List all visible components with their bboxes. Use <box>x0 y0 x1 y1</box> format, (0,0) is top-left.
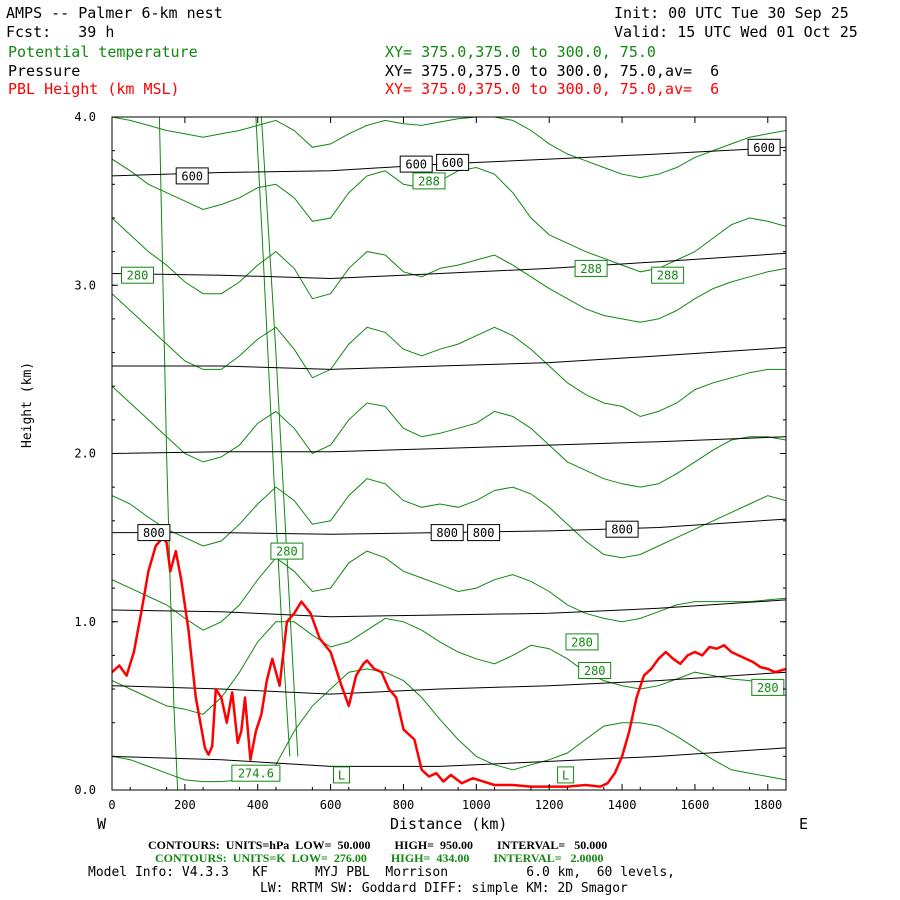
theta-isentrope-7 <box>112 158 786 273</box>
theta-label-3: 280 <box>121 266 154 284</box>
theta-label-10: L <box>557 766 575 784</box>
theta-label-6: 280 <box>578 662 612 679</box>
svg-text:280: 280 <box>584 664 606 678</box>
svg-text:288: 288 <box>580 262 602 276</box>
theta-label-5: 280 <box>565 633 599 651</box>
y-tick-label: 0.0 <box>74 783 96 797</box>
isobar-850 <box>112 599 786 618</box>
pressure-label-6: 800 <box>467 524 501 542</box>
x-tick-label: 200 <box>174 798 196 812</box>
svg-text:288: 288 <box>418 174 440 188</box>
x-tick-label: 400 <box>247 798 269 812</box>
theta-label-2: 288 <box>651 266 685 284</box>
svg-text:L: L <box>338 768 345 782</box>
pressure-label-3: 600 <box>747 138 781 156</box>
x-tick-label: 800 <box>393 798 415 812</box>
svg-text:280: 280 <box>127 269 149 283</box>
svg-text:274.6: 274.6 <box>238 767 274 781</box>
svg-text:600: 600 <box>442 156 464 170</box>
x-tick-label: 1400 <box>608 798 637 812</box>
legend-pbl-xy: XY= 375.0,375.0 to 300.0, 75.0,av= 6 <box>385 80 720 98</box>
theta-isentrope-8 <box>112 117 786 179</box>
pressure-label-4: 800 <box>137 524 171 542</box>
theta-isentrope-6 <box>112 217 786 323</box>
isobar-950 <box>112 747 786 767</box>
svg-text:280: 280 <box>276 545 298 559</box>
isobar-700 <box>112 347 786 370</box>
legend-pressure-xy: XY= 375.0,375.0 to 300.0, 75.0,av= 6 <box>385 62 720 80</box>
pressure-label-0: 600 <box>175 167 209 185</box>
isobar-750 <box>112 436 786 454</box>
svg-text:800: 800 <box>436 526 458 540</box>
svg-text:280: 280 <box>757 681 779 695</box>
theta-front-line-0 <box>260 117 299 757</box>
chart-title: AMPS -- Palmer 6-km nest <box>6 4 223 22</box>
svg-text:600: 600 <box>181 169 203 183</box>
svg-text:800: 800 <box>611 523 633 537</box>
theta-isentrope-0 <box>112 668 786 783</box>
theta-left-line-0 <box>158 117 179 790</box>
pressure-label-7: 800 <box>605 520 639 538</box>
forecast-hour: Fcst: 39 h <box>6 23 115 41</box>
theta-isentrope-4 <box>112 385 786 488</box>
theta-label-1: 288 <box>574 259 608 277</box>
legend-theta-name: Potential temperature <box>8 43 198 61</box>
svg-text:600: 600 <box>753 141 775 155</box>
theta-label-7: 280 <box>751 678 785 696</box>
theta-label-9: L <box>333 766 350 784</box>
svg-text:600: 600 <box>405 158 427 172</box>
east-label: E <box>799 815 809 833</box>
theta-isentrope-5 <box>112 293 786 418</box>
init-time: Init: 00 UTC Tue 30 Sep 25 <box>614 4 849 22</box>
y-tick-label: 1.0 <box>74 615 96 629</box>
footer-physics: LW: RRTM SW: Goddard DIFF: simple KM: 2D… <box>260 881 628 896</box>
isobar-900 <box>112 671 786 695</box>
theta-isentrope-3 <box>112 478 786 559</box>
y-tick-label: 3.0 <box>74 278 96 292</box>
theta-label-0: 288 <box>412 172 446 190</box>
pressure-label-1: 600 <box>399 155 433 173</box>
y-tick-label: 4.0 <box>74 110 96 124</box>
west-label: W <box>97 815 107 833</box>
svg-text:800: 800 <box>143 526 165 540</box>
x-tick-label: 1800 <box>753 798 782 812</box>
svg-text:800: 800 <box>473 526 495 540</box>
x-tick-label: 1000 <box>462 798 491 812</box>
x-tick-label: 1600 <box>680 798 709 812</box>
theta-isentrope-1 <box>112 617 786 715</box>
x-tick-label: 1200 <box>535 798 564 812</box>
theta-isentrope-2 <box>112 550 786 631</box>
footer-theta-contours: CONTOURS: UNITS=K LOW= 276.00 HIGH= 434.… <box>155 851 604 865</box>
legend-pressure-name: Pressure <box>8 62 81 80</box>
valid-time: Valid: 15 UTC Wed 01 Oct 25 <box>614 23 858 41</box>
svg-text:L: L <box>562 768 569 782</box>
legend-pbl-name: PBL Height (km MSL) <box>8 80 180 98</box>
svg-text:280: 280 <box>571 635 593 649</box>
svg-text:288: 288 <box>657 269 679 283</box>
y-tick-label: 2.0 <box>74 447 96 461</box>
legend-theta-xy: XY= 375.0,375.0 to 300.0, 75.0 <box>385 43 656 61</box>
y-axis-label: Height (km) <box>20 361 35 448</box>
pbl-height-line <box>112 536 786 788</box>
pressure-label-5: 800 <box>430 524 464 542</box>
footer-model-info: Model Info: V4.3.3 KF MYJ PBL Morrison 6… <box>88 865 675 880</box>
isobar-650 <box>112 252 786 280</box>
pressure-label-2: 600 <box>436 153 470 171</box>
theta-label-8: 274.6 <box>231 764 281 782</box>
x-axis-label: Distance (km) <box>390 815 508 833</box>
x-tick-label: 0 <box>108 798 115 812</box>
x-tick-label: 600 <box>320 798 342 812</box>
theta-label-4: 280 <box>270 542 304 560</box>
footer-pressure-contours: CONTOURS: UNITS=hPa LOW= 50.000 HIGH= 95… <box>148 838 608 852</box>
